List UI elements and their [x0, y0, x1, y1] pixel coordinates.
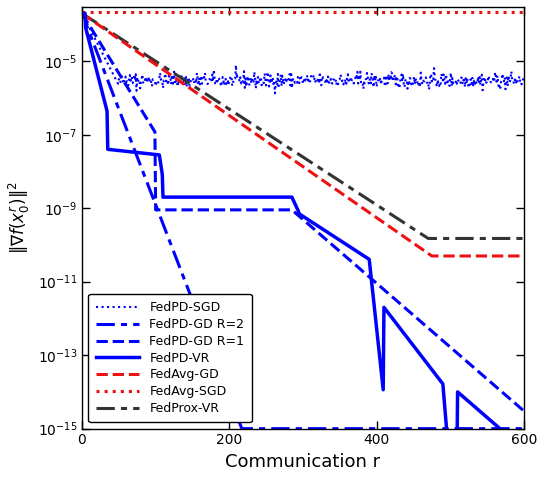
- FedAvg-SGD: [161, 9, 168, 15]
- FedPD-VR: [521, 446, 527, 452]
- Line: FedPD-GD R=1: FedPD-GD R=1: [82, 13, 524, 411]
- FedAvg-GD: [225, 112, 231, 118]
- Legend: FedPD-SGD, FedPD-GD R=2, FedPD-GD R=1, FedPD-VR, FedAvg-GD, FedAvg-SGD, FedProx-: FedPD-SGD, FedPD-GD R=2, FedPD-GD R=1, F…: [88, 294, 252, 423]
- FedProx-VR: [492, 236, 498, 241]
- FedPD-GD R=1: [431, 330, 437, 336]
- X-axis label: Communication r: Communication r: [225, 453, 380, 471]
- FedAvg-GD: [492, 253, 498, 259]
- FedPD-SGD: [79, 11, 85, 16]
- FedAvg-SGD: [225, 9, 231, 15]
- Line: FedPD-SGD: FedPD-SGD: [82, 13, 524, 93]
- FedPD-VR: [161, 194, 168, 200]
- FedPD-SGD: [521, 75, 527, 80]
- FedPD-GD R=2: [225, 390, 231, 395]
- FedAvg-SGD: [431, 9, 437, 15]
- FedAvg-SGD: [107, 9, 113, 15]
- FedPD-SGD: [508, 75, 514, 81]
- FedPD-VR: [508, 435, 514, 441]
- Y-axis label: $\|\nabla f(x_0^r)\|^2$: $\|\nabla f(x_0^r)\|^2$: [7, 182, 32, 254]
- Line: FedProx-VR: FedProx-VR: [82, 13, 524, 239]
- Line: FedPD-GD R=2: FedPD-GD R=2: [82, 13, 524, 429]
- FedPD-SGD: [271, 90, 278, 96]
- FedPD-VR: [225, 194, 231, 200]
- FedPD-SGD: [107, 65, 113, 71]
- FedPD-GD R=2: [508, 426, 514, 432]
- FedPD-GD R=1: [506, 396, 513, 402]
- FedAvg-SGD: [79, 9, 85, 15]
- FedPD-GD R=1: [161, 207, 168, 213]
- FedPD-GD R=2: [238, 426, 245, 432]
- FedProx-VR: [521, 236, 527, 241]
- FedPD-SGD: [225, 77, 231, 83]
- FedPD-SGD: [431, 73, 438, 79]
- FedPD-VR: [79, 11, 85, 16]
- FedAvg-GD: [429, 253, 436, 259]
- FedAvg-GD: [79, 11, 85, 16]
- FedProx-VR: [431, 236, 438, 241]
- FedPD-GD R=1: [107, 56, 113, 62]
- FedAvg-GD: [107, 30, 113, 36]
- FedProx-VR: [425, 236, 432, 241]
- FedPD-GD R=2: [161, 225, 168, 231]
- FedAvg-GD: [161, 68, 168, 74]
- FedPD-GD R=1: [79, 11, 85, 16]
- Line: FedAvg-GD: FedAvg-GD: [82, 13, 524, 256]
- Line: FedPD-VR: FedPD-VR: [82, 13, 524, 466]
- FedPD-GD R=1: [225, 207, 231, 213]
- FedProx-VR: [225, 105, 231, 111]
- FedPD-GD R=2: [107, 83, 113, 89]
- FedAvg-SGD: [491, 9, 498, 15]
- FedPD-GD R=2: [492, 426, 498, 432]
- FedPD-VR: [107, 147, 113, 152]
- FedProx-VR: [161, 64, 168, 70]
- FedAvg-GD: [508, 253, 514, 259]
- FedPD-GD R=1: [491, 382, 498, 388]
- FedAvg-SGD: [521, 9, 527, 15]
- FedProx-VR: [107, 29, 113, 34]
- FedAvg-GD: [521, 253, 527, 259]
- FedPD-SGD: [161, 77, 168, 83]
- FedPD-GD R=2: [521, 426, 527, 432]
- FedPD-GD R=2: [79, 11, 85, 16]
- FedAvg-SGD: [506, 9, 513, 15]
- FedPD-SGD: [492, 69, 498, 75]
- FedPD-GD R=2: [431, 426, 438, 432]
- FedPD-VR: [492, 422, 498, 427]
- FedAvg-GD: [431, 253, 438, 259]
- FedPD-VR: [431, 369, 437, 375]
- FedProx-VR: [508, 236, 514, 241]
- FedProx-VR: [79, 11, 85, 16]
- FedPD-VR: [447, 463, 454, 468]
- FedPD-GD R=1: [521, 408, 527, 414]
